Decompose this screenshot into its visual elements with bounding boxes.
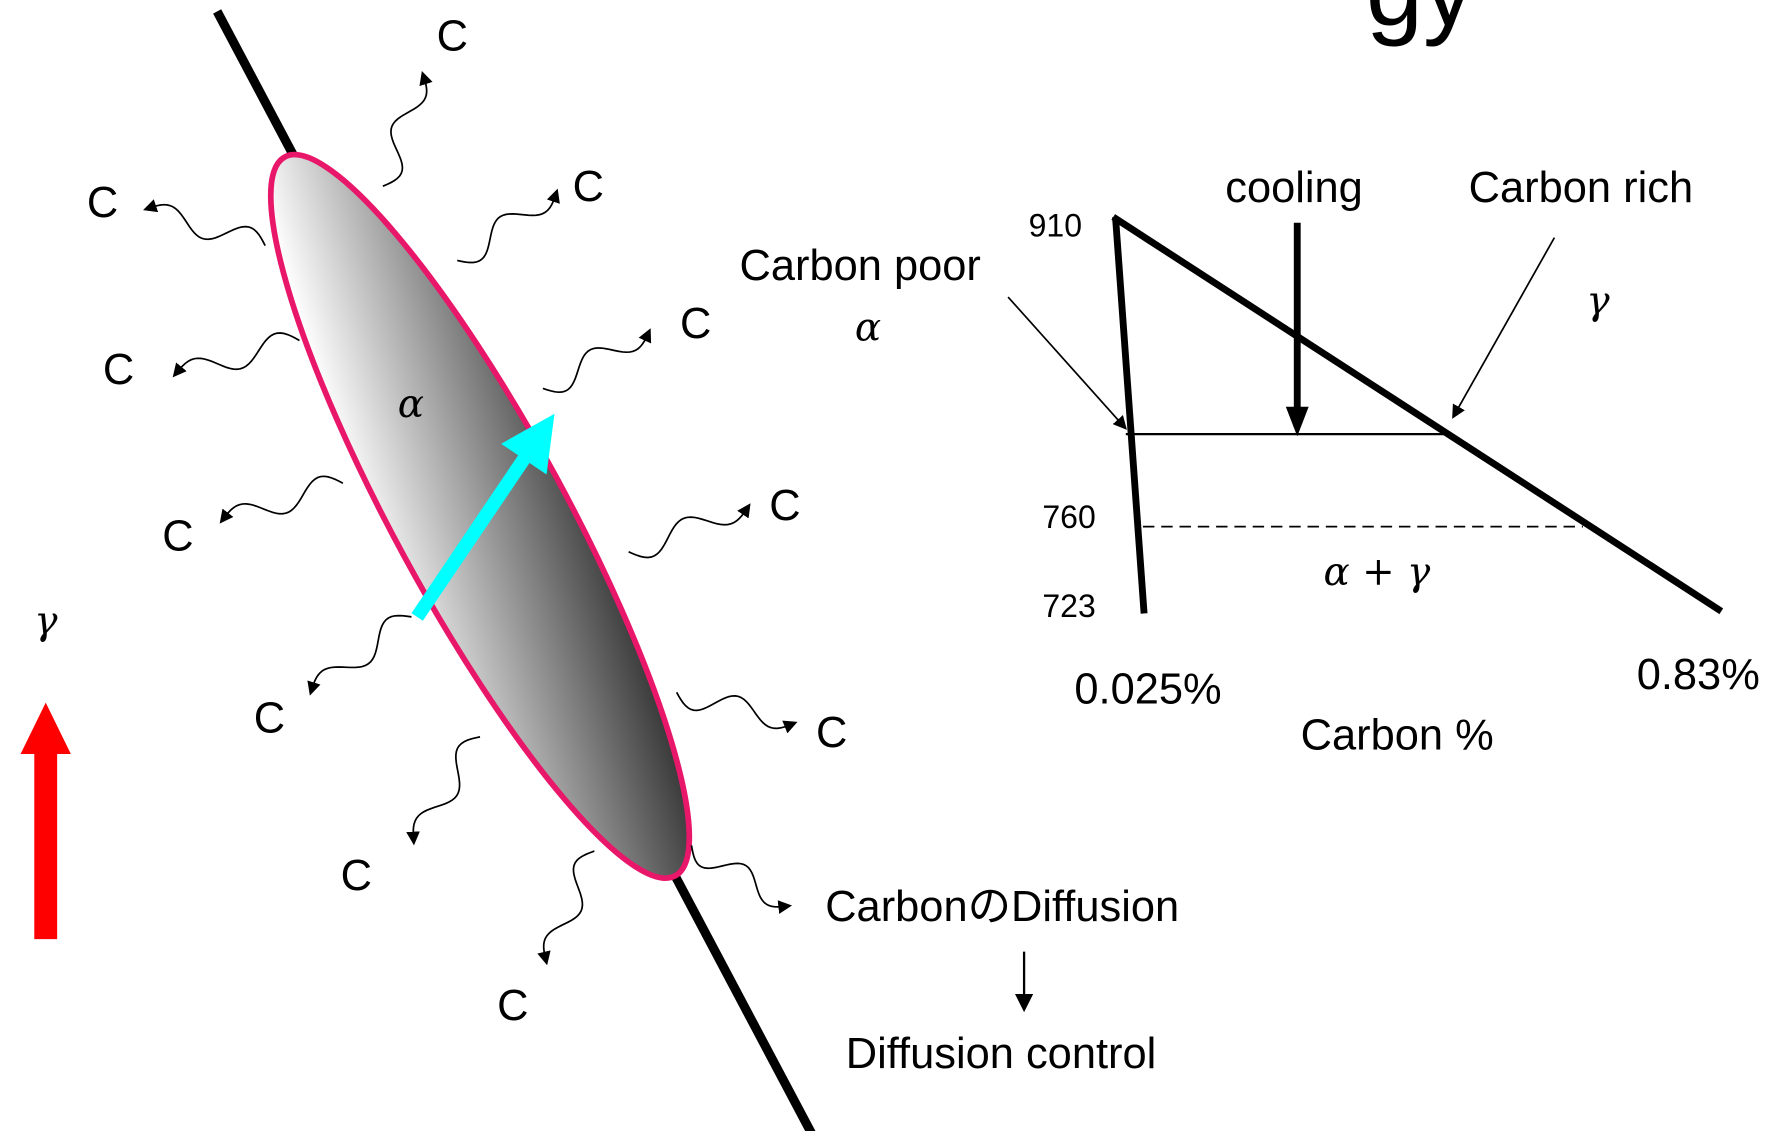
carbon-label: C — [437, 12, 468, 60]
gamma-region: γ — [1586, 279, 1610, 324]
diffusion-control: Diffusion control — [846, 1030, 1157, 1078]
x-label: Carbon % — [1301, 711, 1494, 759]
carbon-rich: Carbon rich — [1469, 164, 1693, 212]
diffusion-squiggle — [382, 70, 433, 188]
temp: 910 — [1029, 207, 1082, 243]
carbon-label: C — [87, 179, 118, 227]
diffusion-squiggle — [537, 850, 595, 966]
poor-pointer — [1007, 296, 1127, 430]
diffusion-text: CarbonのDiffusion — [825, 883, 1179, 931]
carbon-label: C — [103, 346, 134, 394]
carbon-label: C — [497, 982, 528, 1030]
temp: 760 — [1042, 499, 1095, 535]
carbon-group: C C C C C C C C C C C — [87, 12, 848, 1030]
cooling-label: cooling — [1225, 164, 1363, 212]
two-phase: α + γ — [1324, 550, 1431, 595]
left-comp: 0.025% — [1074, 666, 1221, 714]
carbon-label: C — [769, 482, 800, 530]
temp: 723 — [1042, 588, 1095, 624]
alpha-boundary — [1112, 216, 1148, 614]
gamma-label: γ — [34, 599, 58, 644]
diffusion-squiggle — [143, 199, 266, 247]
diffusion-squiggle — [542, 328, 652, 394]
direction-arrow — [20, 702, 71, 940]
carbon-label: C — [680, 300, 711, 348]
diffusion-squiggle — [406, 736, 481, 846]
cooling-head — [1285, 406, 1309, 437]
alpha-region: α — [855, 305, 881, 350]
carbon-label: C — [341, 852, 372, 900]
carbon-label: C — [816, 709, 847, 757]
diffusion-squiggle — [690, 845, 793, 914]
carbon-poor: Carbon poor — [739, 242, 980, 290]
diffusion-squiggle — [172, 332, 300, 378]
alpha-label: α — [398, 382, 424, 427]
diffusion-squiggle — [219, 475, 344, 524]
diffusion-squiggle — [307, 614, 412, 696]
diffusion-squiggle — [675, 691, 798, 734]
carbon-label: C — [573, 163, 604, 211]
diffusion-squiggle — [457, 188, 560, 264]
title-fragment: gy — [1366, 0, 1475, 47]
rich-pointer — [1452, 237, 1556, 419]
diffusion-squiggle — [628, 503, 751, 559]
carbon-label: C — [254, 694, 285, 742]
gamma-boundary — [1111, 214, 1724, 615]
growth-arrow — [411, 413, 555, 621]
right-comp: 0.83% — [1637, 651, 1760, 699]
carbon-label: C — [162, 513, 193, 561]
